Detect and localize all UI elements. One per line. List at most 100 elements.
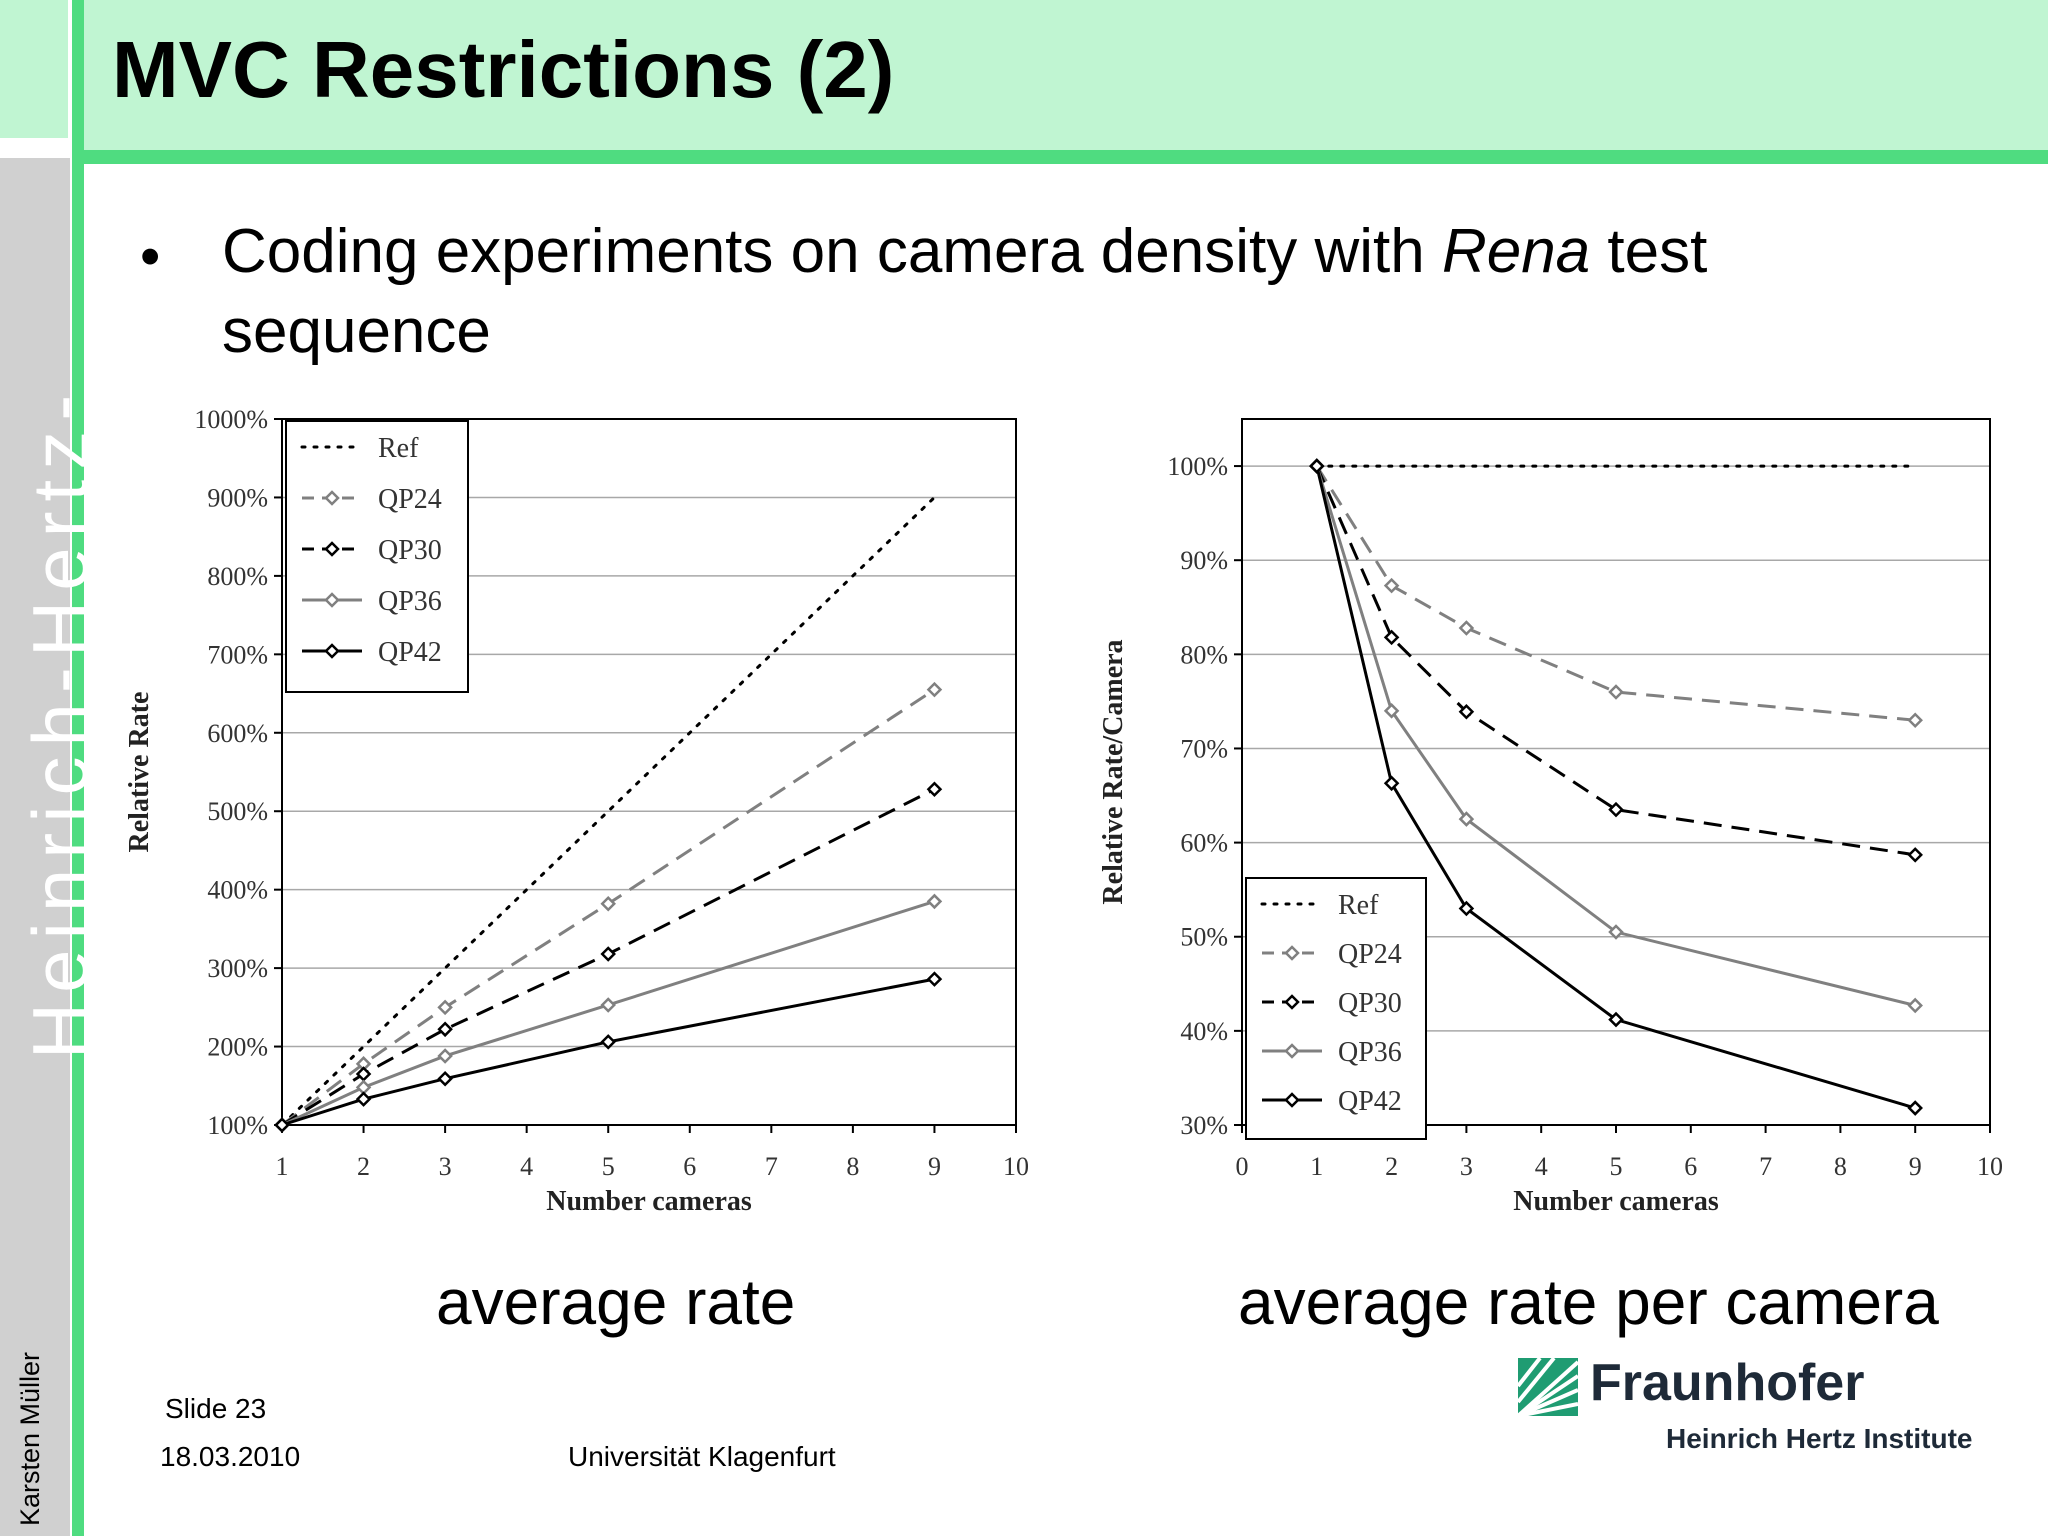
legend-label-qp24: QP24 [1338,939,1402,970]
legend-marker-qp42 [324,643,340,659]
x-tick-label: 5 [1610,1152,1623,1181]
data-point-qp30 [1608,801,1624,818]
legend-label-qp30: QP30 [378,535,442,566]
footer-university: Universität Klagenfurt [568,1441,836,1472]
y-tick-label: 100% [207,1111,268,1140]
plot-area [281,418,1017,1126]
data-point-qp36 [1458,811,1475,827]
data-point-qp24 [600,896,616,912]
legend-label-ref: Ref [1338,890,1379,921]
data-point-qp42 [1907,1100,1923,1116]
x-tick-label: 6 [683,1152,696,1181]
series-line-qp30 [1315,465,1916,857]
data-point-qp24 [1383,577,1400,594]
y-axis-label: Relative Rate/Camera [1098,639,1129,904]
x-tick-label: 5 [602,1152,615,1181]
y-tick-label: 800% [207,562,268,591]
data-point-qp36 [926,893,943,910]
data-point-qp30 [1383,629,1400,646]
y-tick-label: 60% [1180,829,1228,858]
data-point-qp42 [1608,1011,1624,1028]
slide-title: MVC Restrictions (2) [112,25,895,114]
series-line-ref [280,495,936,1127]
data-point-qp42 [600,1034,616,1050]
data-point-qp24 [1907,712,1923,728]
sidebar-author-label: Karsten Müller [15,1351,45,1527]
data-point-qp36 [437,1048,453,1064]
legend-marker-qp24 [1284,945,1300,961]
data-point-qp30 [1458,703,1475,720]
legend-label-qp42: QP42 [1338,1086,1402,1117]
y-tick-label: 700% [207,640,268,669]
data-point-qp42 [1458,900,1475,917]
corner-block [0,0,68,138]
data-point-qp30 [437,1021,453,1038]
x-tick-label: 7 [1759,1152,1772,1181]
data-point-qp36 [1907,997,1923,1014]
header-underline [78,150,2048,164]
y-tick-label: 200% [207,1033,268,1062]
legend-marker-qp36 [1284,1043,1300,1059]
data-point-qp24 [437,999,453,1016]
data-point-qp36 [600,997,616,1013]
data-point-qp42 [355,1091,372,1107]
x-tick-label: 7 [765,1152,778,1181]
average-rate-per-camera-chart: 30% 40% 50% 60% 70% 80% 90% 100% 0 1 2 3 4 5 6 7 8 9 10 Num… [1098,418,2003,1217]
y-tick-label: 50% [1180,923,1228,952]
bullet-text-after: test sequence [222,217,1708,366]
data-point-qp24 [1458,620,1475,636]
x-tick-label: 2 [357,1152,370,1181]
legend-label-qp24: QP24 [378,484,442,515]
caption-average-rate: average rate [436,1266,796,1338]
y-tick-label: 500% [207,797,268,826]
legend-label-ref: Ref [378,433,419,464]
x-tick-label: 10 [1977,1152,2003,1181]
x-tick-label: 3 [439,1152,452,1181]
y-tick-label: 400% [207,876,268,905]
x-tick-label: 9 [1909,1152,1922,1181]
legend-marker-qp42 [1284,1092,1300,1108]
y-tick-label: 40% [1180,1017,1228,1046]
y-tick-label: 100% [1167,452,1228,481]
left-sidebar [0,158,70,1536]
sidebar-divider [72,0,84,1536]
legend-label-qp42: QP42 [378,637,442,668]
data-point-qp30 [600,946,616,962]
x-axis-label: Number cameras [546,1186,752,1217]
chart-legend: Ref QP24 QP30 QP36 QP42 [285,420,469,693]
data-point-qp36 [1608,924,1624,940]
series-line-qp36 [281,900,935,1127]
y-axis-label: Relative Rate [124,692,155,853]
slide-number: Slide 23 [165,1393,267,1424]
y-tick-label: 600% [207,719,268,748]
y-tick-label: 30% [1180,1111,1228,1140]
logo-subtitle: Heinrich Hertz Institute [1666,1423,1973,1454]
x-tick-label: 8 [1834,1152,1847,1181]
x-tick-label: 4 [1535,1152,1548,1181]
x-tick-label: 1 [276,1152,289,1181]
legend-marker-qp24 [324,490,340,506]
data-point-qp42 [926,971,943,987]
bullet-icon: • [140,224,161,289]
data-point-qp24 [1608,684,1624,700]
legend-label-qp36: QP36 [378,586,442,617]
series-line-qp30 [281,787,936,1127]
data-point-qp30 [1907,847,1923,863]
x-tick-label: 4 [520,1152,533,1181]
data-point-qp42 [1309,458,1325,474]
chart-legend: Ref QP24 QP30 QP36 QP42 [1245,877,1427,1140]
series-line-qp24 [1315,465,1916,722]
x-tick-label: 2 [1385,1152,1398,1181]
average-rate-chart: 100% 200% 300% 400% 500% 600% 700% 800% 900% 1000… [124,405,1029,1217]
y-tick-label: 900% [207,483,268,512]
legend-box [285,420,469,693]
y-tick-label: 300% [207,954,268,983]
logo-wordmark: Fraunhofer [1590,1354,1865,1412]
bullet-text: Coding experiments on camera density wit… [222,212,1922,372]
legend-label-qp36: QP36 [1338,1037,1402,1068]
data-point-qp30 [926,781,943,798]
legend-box [1245,877,1427,1140]
legend-marker-qp36 [324,592,340,608]
caption-average-rate-per-camera: average rate per camera [1238,1266,1939,1338]
fraunhofer-logo: Fraunhofer Heinrich Hertz Institute [1518,1354,1988,1468]
